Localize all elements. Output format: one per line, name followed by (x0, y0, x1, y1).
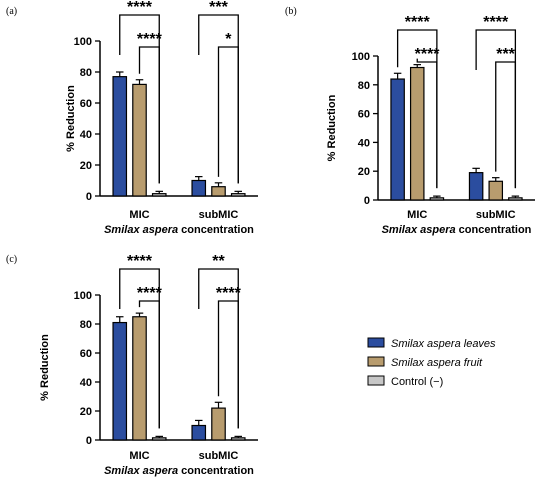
bar (468, 172, 484, 201)
significance-label: ** (212, 253, 225, 270)
significance-label: **** (415, 46, 441, 63)
significance-label: **** (405, 14, 431, 31)
bar (230, 193, 246, 197)
y-tick-label: 0 (364, 195, 370, 207)
bar (409, 66, 425, 201)
legend-swatch (367, 337, 385, 348)
bar (132, 83, 147, 197)
bar (132, 316, 147, 441)
y-axis-label: % Reduction (65, 85, 77, 152)
x-axis-label-italic: Smilax aspera (382, 224, 456, 236)
y-axis-label: % Reduction (326, 94, 338, 161)
bar (191, 424, 207, 441)
y-tick-label: 0 (86, 435, 92, 447)
y-tick-label: 60 (358, 109, 370, 121)
significance-bracket (217, 300, 239, 429)
x-axis-label-rest: concentration (178, 465, 254, 477)
category-label: subMIC (199, 450, 239, 462)
significance-label: **** (483, 14, 509, 31)
significance-label: **** (127, 253, 153, 270)
significance-label: **** (137, 285, 163, 302)
y-tick-label: 100 (74, 290, 92, 302)
x-axis-label-italic: Smilax aspera (104, 465, 178, 477)
bar (390, 78, 405, 201)
significance-label: **** (216, 285, 242, 302)
y-tick-label: 40 (80, 129, 92, 141)
y-tick-label: 100 (74, 36, 92, 48)
category-label: subMIC (476, 209, 516, 221)
significance-label: **** (137, 31, 163, 48)
category-label: MIC (407, 209, 427, 221)
x-axis-label: Smilax aspera concentration (104, 224, 254, 236)
significance-bracket (495, 61, 517, 189)
bar (508, 197, 523, 201)
bar (151, 193, 167, 197)
x-axis-label-italic: Smilax aspera (104, 224, 178, 236)
category-label: MIC (129, 450, 149, 462)
significance-label: **** (127, 0, 153, 16)
legend-label: Control (−) (391, 376, 443, 388)
bar (191, 179, 207, 197)
bar (112, 76, 128, 197)
legend-label: Smilax aspera leaves (391, 338, 496, 350)
bar (151, 437, 167, 441)
significance-label: *** (496, 46, 515, 63)
x-axis-label-rest: concentration (178, 224, 254, 236)
chart-panel-0: (a) 0 20 40 60 80 100 % Reduction Smilax aspera … (6, 0, 258, 236)
significance-label: *** (209, 0, 228, 16)
bar (230, 437, 246, 441)
chart-panel-2: (c) 0 20 40 60 80 100 % Reduction Smilax aspera … (6, 253, 258, 477)
significance-label: * (225, 31, 232, 48)
legend-swatch (367, 375, 385, 386)
y-tick-label: 0 (86, 191, 92, 203)
legend-swatch (367, 356, 385, 367)
category-label: subMIC (199, 209, 239, 221)
y-tick-label: 40 (80, 377, 92, 389)
bar (488, 180, 504, 201)
y-tick-label: 20 (80, 406, 92, 418)
y-tick-label: 100 (352, 51, 370, 63)
y-tick-label: 40 (358, 137, 370, 149)
bar (429, 197, 445, 201)
significance-bracket (217, 46, 239, 184)
category-label: MIC (129, 209, 149, 221)
y-axis-label: % Reduction (39, 334, 51, 401)
significance-bracket (138, 300, 160, 429)
bar (211, 407, 226, 441)
x-axis-label: Smilax aspera concentration (382, 224, 532, 236)
legend: Smilax aspera leaves Smilax aspera fruit C… (367, 337, 496, 388)
significance-bracket (138, 46, 160, 184)
y-tick-label: 20 (80, 160, 92, 172)
y-tick-label: 80 (358, 80, 370, 92)
chart-panel-1: (b) 0 20 40 60 80 100 % Reduction Smilax aspera … (285, 6, 535, 236)
legend-label: Smilax aspera fruit (391, 357, 483, 369)
y-tick-label: 80 (80, 67, 92, 79)
panel-label: (b) (285, 6, 297, 17)
x-axis-label-rest: concentration (456, 224, 532, 236)
y-tick-label: 20 (358, 166, 370, 178)
y-tick-label: 80 (80, 319, 92, 331)
y-tick-label: 60 (80, 98, 92, 110)
y-tick-label: 60 (80, 348, 92, 360)
panel-label: (a) (6, 6, 17, 17)
significance-bracket (416, 58, 438, 189)
bar (211, 186, 226, 197)
x-axis-label: Smilax aspera concentration (104, 465, 254, 477)
panel-label: (c) (6, 254, 17, 265)
bar (112, 321, 128, 441)
